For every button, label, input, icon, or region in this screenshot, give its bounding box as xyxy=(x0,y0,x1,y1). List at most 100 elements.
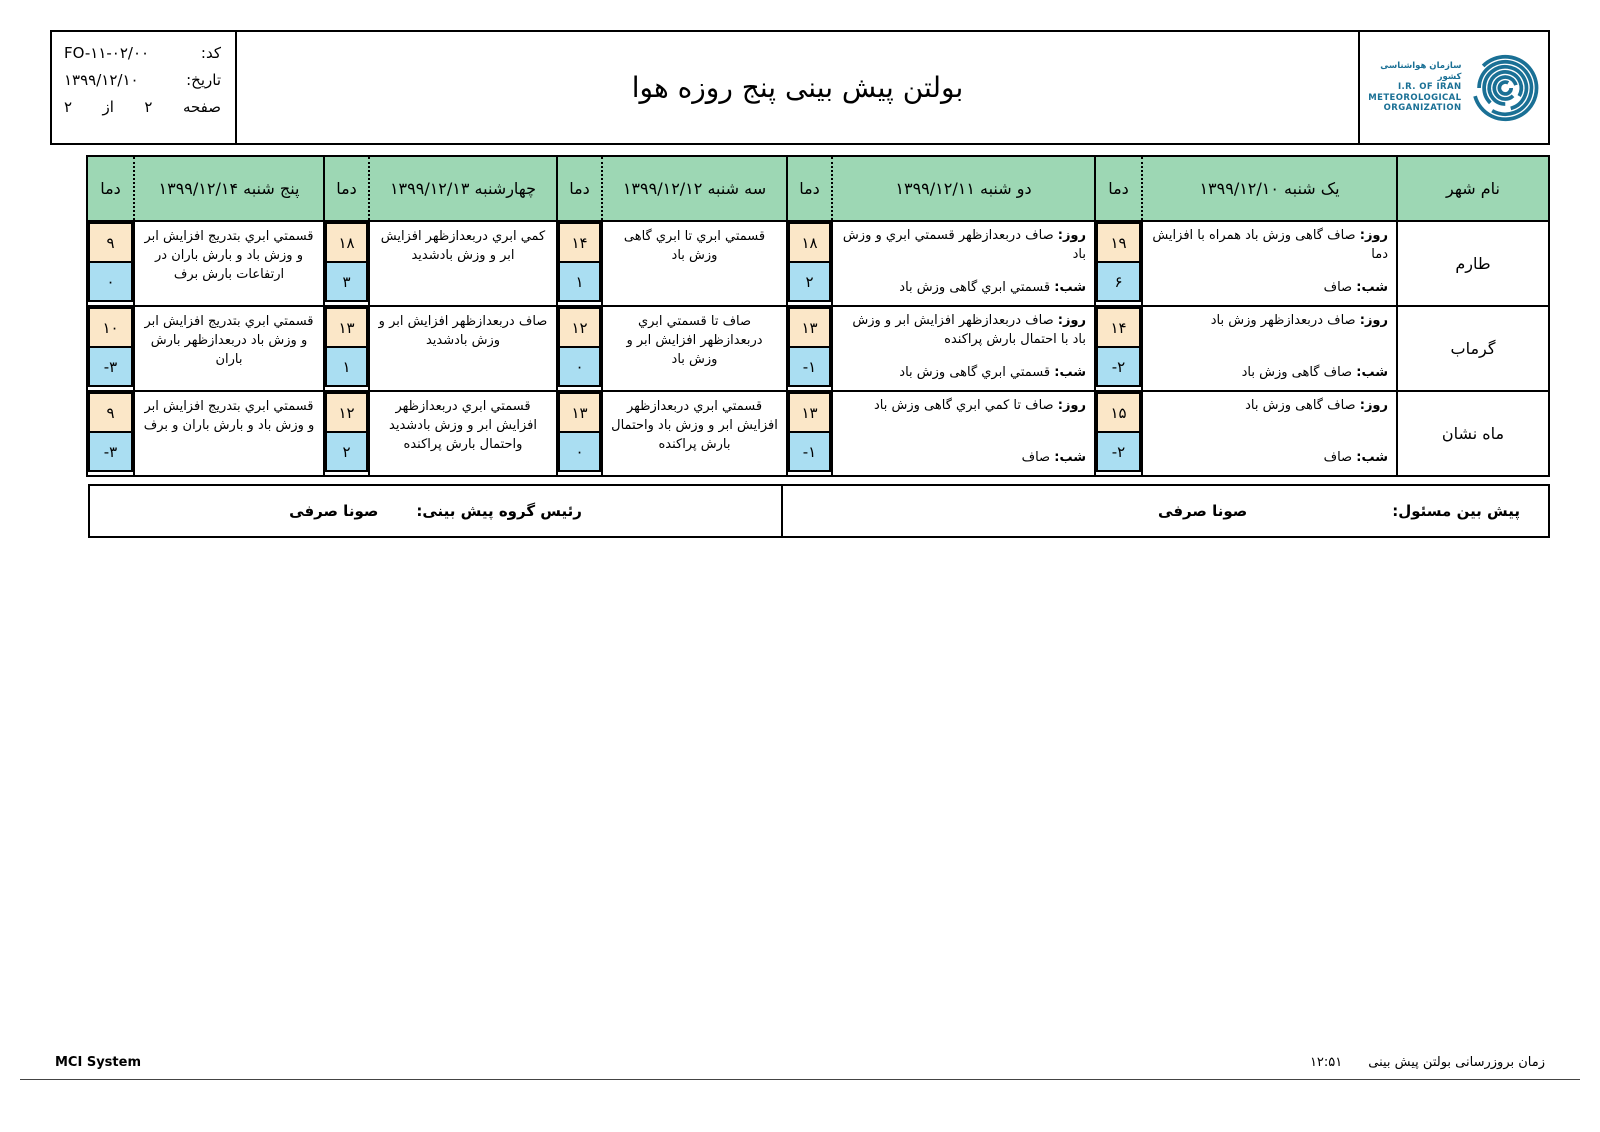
forecast-cell: قسمتي ابري بتدریج افزایش ابر و وزش باد د… xyxy=(133,305,325,392)
night-label: شب: xyxy=(1356,450,1388,466)
temp-max-value: ۱۲ xyxy=(325,392,368,433)
city-column-header: نام شهر xyxy=(1396,155,1550,222)
day-header: چهارشنبه ۱۳۹۹/۱۲/۱۳ xyxy=(368,155,558,222)
night-forecast: صاف xyxy=(1021,450,1051,466)
forecast-cell: صاف دربعدازظهر افزایش ابر و وزش بادشدید xyxy=(368,305,558,392)
temp-max-value: ۱۸ xyxy=(325,222,368,263)
city-name: طارم xyxy=(1396,220,1550,307)
night-label: شب: xyxy=(1054,450,1086,466)
temp-cell: ۱۴ -۲ xyxy=(1094,305,1143,392)
date-label: تاریخ: xyxy=(186,71,221,89)
temp-max-value: ۱۵ xyxy=(1096,392,1141,433)
day-label: روز: xyxy=(1359,313,1388,328)
temp-cell: ۱۳ -۱ xyxy=(786,305,833,392)
code-label: کد: xyxy=(200,44,221,62)
temp-cell: ۱۳ ۰ xyxy=(556,390,603,477)
forecast-cell: روز: صاف دربعدازظهر قسمتي ابري و وزش باد… xyxy=(831,220,1096,307)
responsible-name: صونا صرفی xyxy=(1158,502,1248,520)
forecast-cell: روز: صاف گاهی وزش باد شب: صاف xyxy=(1141,390,1398,477)
forecast-cell: روز: صاف دربعدازظهر افزایش ابر و وزش باد… xyxy=(831,305,1096,392)
system-name: MCI System xyxy=(55,1055,141,1070)
temp-min-value: -۳ xyxy=(88,346,133,387)
temp-min-value: ۰ xyxy=(88,261,133,302)
temp-min-value: ۰ xyxy=(558,431,601,472)
forecast-cell: صاف تا قسمتي ابري دربعدازظهر افزایش ابر … xyxy=(601,305,788,392)
temp-header: دما xyxy=(1094,155,1143,222)
code-value: FO-۱۱-۰۲/۰۰ xyxy=(64,44,150,62)
forecast-group-head: رئیس گروه پیش بینی: صونا صرفی xyxy=(90,486,781,536)
page-title: بولتن پیش بینی پنج روزه هوا xyxy=(631,71,964,104)
day-label: روز: xyxy=(1359,228,1388,243)
night-label: شب: xyxy=(1054,280,1086,296)
header: سازمان هواشناسی کشور I.R. OF IRAN METEOR… xyxy=(50,30,1550,145)
city-name: ماه نشان xyxy=(1396,390,1550,477)
forecast-cell: قسمتي ابري دربعدازظهر افزایش ابر و وزش ب… xyxy=(368,390,558,477)
date-value: ۱۳۹۹/۱۲/۱۰ xyxy=(64,71,139,89)
temp-min-value: -۱ xyxy=(788,431,831,472)
temp-max-value: ۱۳ xyxy=(788,307,831,348)
temp-min-value: -۲ xyxy=(1096,431,1141,472)
footer: زمان بروزرسانی بولتن پیش بینی ۱۲:۵۱ MCI … xyxy=(55,1055,1545,1070)
temp-max-value: ۹ xyxy=(88,222,133,263)
temp-header: دما xyxy=(86,155,135,222)
temp-cell: ۱۳ ۱ xyxy=(323,305,370,392)
page-of-label: از xyxy=(102,98,114,116)
temp-max-value: ۱۳ xyxy=(788,392,831,433)
logo-line-en1: I.R. OF IRAN xyxy=(1397,82,1462,93)
logo-line-en3: ORGANIZATION xyxy=(1383,103,1462,114)
forecast-cell: کمي ابري دربعدازظهر افزایش ابر و وزش باد… xyxy=(368,220,558,307)
temp-max-value: ۱۴ xyxy=(1096,307,1141,348)
day-forecast: صاف گاهی وزش باد همراه با افزایش دما xyxy=(1152,228,1388,262)
responsible-forecaster: پیش بین مسئول: صونا صرفی xyxy=(781,486,1548,536)
temp-max-value: ۱۸ xyxy=(788,222,831,263)
temp-min-value: ۱ xyxy=(325,346,368,387)
day-header: سه شنبه ۱۳۹۹/۱۲/۱۲ xyxy=(601,155,788,222)
forecast-cell: قسمتي ابري دربعدازظهر افزایش ابر و وزش ب… xyxy=(601,390,788,477)
logo-line-fa: سازمان هواشناسی کشور xyxy=(1380,60,1462,82)
temp-min-value: -۳ xyxy=(88,431,133,472)
update-time-label: زمان بروزرسانی بولتن پیش بینی xyxy=(1368,1055,1545,1070)
day-label: روز: xyxy=(1057,313,1086,328)
temp-max-value: ۱۴ xyxy=(558,222,601,263)
day-forecast: صاف دربعدازظهر وزش باد xyxy=(1210,313,1356,328)
forecast-cell: قسمتي ابري بتدریج افزایش ابر و وزش باد و… xyxy=(133,390,325,477)
temp-min-value: ۱ xyxy=(558,261,601,302)
temp-cell: ۱۲ ۰ xyxy=(556,305,603,392)
day-forecast: صاف دربعدازظهر افزایش ابر و وزش باد با ا… xyxy=(852,313,1086,347)
spiral-logo-icon xyxy=(1473,54,1539,121)
temp-header: دما xyxy=(556,155,603,222)
temp-cell: ۹ -۳ xyxy=(86,390,135,477)
page-total: ۲ xyxy=(64,98,73,116)
day-header: یک شنبه ۱۳۹۹/۱۲/۱۰ xyxy=(1141,155,1398,222)
table-row: طارم روز: صاف گاهی وزش باد همراه با افزا… xyxy=(86,220,1550,307)
night-label: شب: xyxy=(1054,365,1086,381)
forecast-cell: روز: صاف دربعدازظهر وزش باد شب: صاف گاهی… xyxy=(1141,305,1398,392)
forecast-cell: روز: صاف گاهی وزش باد همراه با افزایش دم… xyxy=(1141,220,1398,307)
responsible-label: پیش بین مسئول: xyxy=(1392,502,1520,520)
forecast-cell: قسمتي ابري تا ابري گاهی وزش باد xyxy=(601,220,788,307)
day-header: دو شنبه ۱۳۹۹/۱۲/۱۱ xyxy=(831,155,1096,222)
temp-cell: ۱۵ -۲ xyxy=(1094,390,1143,477)
city-name: گرماب xyxy=(1396,305,1550,392)
signature-row: پیش بین مسئول: صونا صرفی رئیس گروه پیش ب… xyxy=(88,484,1550,538)
update-time-text: زمان بروزرسانی بولتن پیش بینی ۱۲:۵۱ xyxy=(1310,1055,1545,1070)
temp-max-value: ۱۹ xyxy=(1096,222,1141,263)
table-row: گرماب روز: صاف دربعدازظهر وزش باد شب: صا… xyxy=(86,305,1550,392)
temp-max-value: ۹ xyxy=(88,392,133,433)
day-label: روز: xyxy=(1057,398,1086,413)
temp-min-value: ۳ xyxy=(325,261,368,302)
night-forecast: صاف گاهی وزش باد xyxy=(1241,365,1353,381)
night-label: شب: xyxy=(1356,280,1388,296)
temp-cell: ۱۴ ۱ xyxy=(556,220,603,307)
temp-min-value: ۰ xyxy=(558,346,601,387)
temp-min-value: -۲ xyxy=(1096,346,1141,387)
document-info: کد: FO-۱۱-۰۲/۰۰ تاریخ: ۱۳۹۹/۱۲/۱۰ صفحه ۲… xyxy=(52,32,237,143)
night-forecast: قسمتي ابري گاهی وزش باد xyxy=(899,280,1051,296)
temp-cell: ۱۳ -۱ xyxy=(786,390,833,477)
temp-cell: ۱۸ ۲ xyxy=(786,220,833,307)
head-name: صونا صرفی xyxy=(289,502,379,520)
temp-cell: ۱۹ ۶ xyxy=(1094,220,1143,307)
temp-cell: ۱۲ ۲ xyxy=(323,390,370,477)
table-row: ماه نشان روز: صاف گاهی وزش باد شب: صاف ۱… xyxy=(86,390,1550,477)
